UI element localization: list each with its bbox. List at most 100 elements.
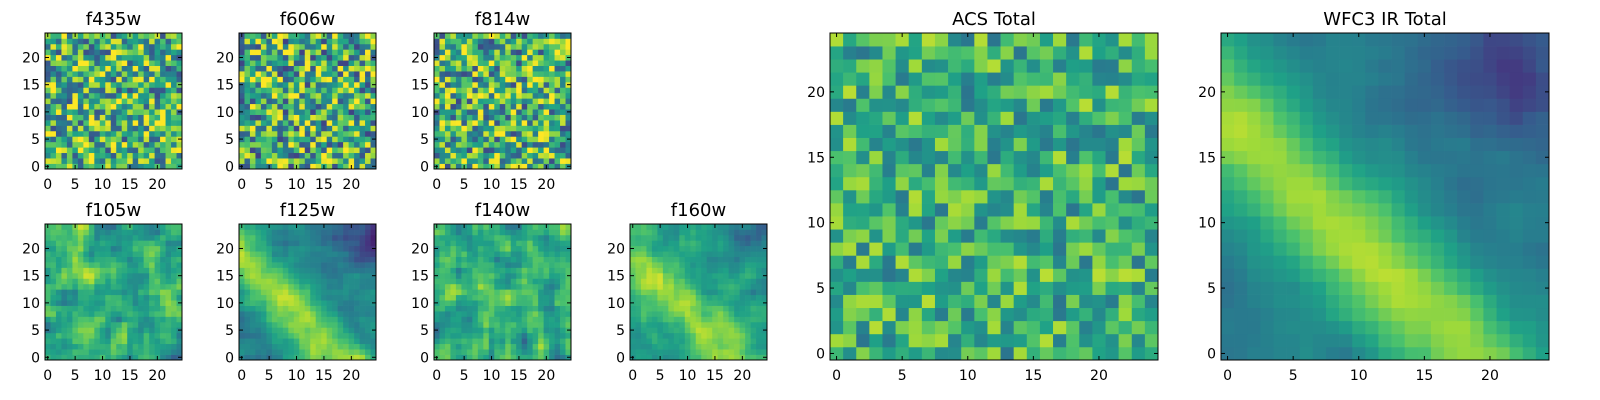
heatmap-cell — [326, 43, 333, 50]
heatmap-cell — [365, 294, 371, 301]
panel-title: ACS Total — [952, 9, 1036, 30]
heatmap-cell — [299, 65, 306, 72]
heatmap-cell — [332, 125, 338, 132]
heatmap-cell — [66, 229, 73, 236]
heatmap-cell — [444, 49, 451, 56]
heatmap-cell — [132, 98, 139, 105]
heatmap-cell — [61, 147, 68, 154]
heatmap-cell — [83, 300, 90, 306]
heatmap-cell — [282, 65, 289, 72]
heatmap-cell — [310, 87, 317, 94]
heatmap-cell — [756, 321, 762, 328]
heatmap-cell — [310, 125, 317, 132]
heatmap-cell — [88, 49, 95, 56]
heatmap-cell — [154, 141, 161, 148]
heatmap-cell — [444, 130, 451, 137]
heatmap-cell — [466, 43, 473, 50]
heatmap-cell — [908, 268, 923, 282]
heatmap-cell — [1026, 320, 1041, 335]
heatmap-cell — [477, 240, 484, 247]
heatmap-cell — [171, 289, 177, 296]
heatmap-cell — [249, 283, 256, 290]
heatmap-cell — [315, 251, 322, 257]
heatmap-cell — [260, 338, 267, 345]
heatmap-cell — [260, 229, 267, 236]
heatmap-cell — [679, 289, 686, 296]
heatmap-cell — [505, 141, 512, 148]
heatmap-cell — [483, 224, 490, 230]
heatmap-cell — [1013, 333, 1028, 348]
heatmap-cell — [1079, 189, 1093, 204]
heatmap-cell — [138, 240, 144, 247]
heatmap-cell — [165, 332, 172, 339]
heatmap-cell — [293, 234, 300, 241]
heatmap-cell — [554, 136, 561, 143]
heatmap-cell — [554, 289, 561, 296]
heatmap-cell — [948, 176, 962, 191]
heatmap-cell — [343, 343, 349, 350]
heatmap-cell — [45, 43, 51, 50]
heatmap-cell — [439, 240, 446, 247]
heatmap-cell — [315, 354, 322, 361]
heatmap-cell — [326, 332, 333, 339]
heatmap-cell — [266, 327, 273, 334]
heatmap-cell — [1013, 189, 1028, 204]
heatmap-cell — [149, 141, 155, 148]
heatmap-cell — [450, 262, 457, 268]
heatmap-cell — [337, 65, 344, 72]
heatmap-cell — [1144, 203, 1159, 217]
axes-frame — [238, 32, 377, 170]
heatmap-cell — [244, 109, 251, 115]
heatmap-cell — [72, 152, 79, 159]
heatmap-cell — [662, 224, 669, 230]
heatmap-cell — [271, 251, 278, 257]
heatmap-cell — [684, 294, 691, 301]
heatmap-cell — [127, 305, 134, 312]
heatmap-cell — [439, 141, 446, 148]
heatmap-cell — [293, 272, 300, 279]
heatmap-cell — [679, 316, 686, 323]
heatmap-cell — [83, 327, 90, 334]
heatmap-cell — [510, 267, 517, 274]
heatmap-cell — [461, 251, 468, 257]
heatmap-cell — [348, 152, 355, 159]
heatmap-cell — [477, 120, 484, 126]
heatmap-cell — [444, 141, 451, 148]
heatmap-cell — [370, 321, 377, 328]
heatmap-cell — [483, 103, 490, 110]
heatmap-cell — [510, 109, 517, 115]
heatmap-cell — [516, 278, 523, 285]
heatmap-cell — [640, 278, 647, 285]
heatmap-cell — [477, 327, 484, 334]
heatmap-cell — [160, 256, 166, 263]
heatmap-cell — [505, 321, 512, 328]
heatmap-cell — [472, 43, 479, 50]
heatmap-cell — [66, 98, 73, 105]
heatmap-cell — [466, 114, 473, 121]
heatmap-cell — [132, 311, 139, 317]
heatmap-cell — [315, 147, 322, 154]
heatmap-cell — [299, 130, 306, 137]
heatmap-cell — [45, 65, 51, 72]
heatmap-cell — [310, 43, 317, 50]
heatmap-cell — [466, 87, 473, 94]
heatmap-cell — [138, 81, 144, 88]
heatmap-cell — [987, 216, 1001, 230]
heatmap-cell — [483, 87, 490, 94]
heatmap-cell — [249, 311, 256, 317]
heatmap-cell — [684, 245, 691, 252]
heatmap-cell — [505, 163, 512, 170]
heatmap-cell — [154, 103, 161, 110]
heatmap-cell — [483, 327, 490, 334]
heatmap-cell — [127, 114, 134, 121]
heatmap-cell — [293, 294, 300, 301]
heatmap-cell — [477, 245, 484, 252]
heatmap-cell — [695, 267, 702, 274]
heatmap-cell — [266, 321, 273, 328]
heatmap-cell — [439, 245, 446, 252]
heatmap-cell — [116, 343, 123, 350]
heatmap-cell — [662, 234, 669, 241]
heatmap-cell — [354, 92, 360, 99]
heatmap-cell — [310, 294, 317, 301]
heatmap-cell — [461, 240, 468, 247]
